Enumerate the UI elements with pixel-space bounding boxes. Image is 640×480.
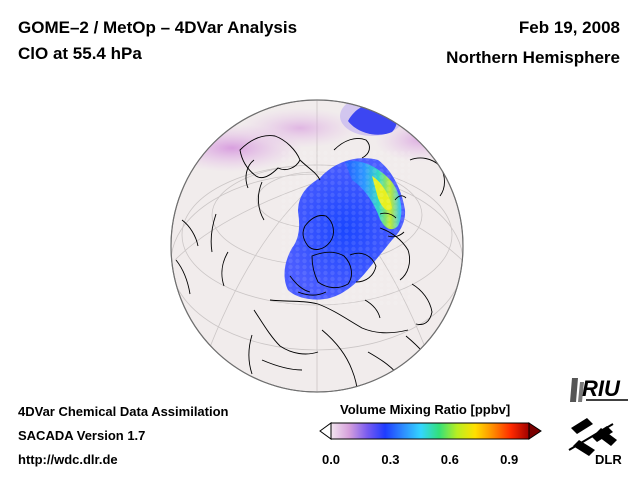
colorbar-title: Volume Mixing Ratio [ppbv] bbox=[340, 402, 511, 417]
colorbar-tick-label: 0.3 bbox=[381, 452, 400, 467]
footer-line-version: SACADA Version 1.7 bbox=[18, 428, 146, 443]
riu-logo: RIU bbox=[570, 376, 628, 402]
coastlines bbox=[175, 135, 445, 392]
svg-text:DLR: DLR bbox=[595, 452, 622, 466]
colorbar-tick-label: 0.0 bbox=[321, 452, 341, 467]
colorbar-high-arrow bbox=[528, 422, 542, 440]
map-region: Northern Hemisphere bbox=[446, 48, 620, 67]
footer-line-assimilation: 4DVar Chemical Data Assimilation bbox=[18, 404, 229, 419]
colorbar-low-arrow bbox=[319, 422, 332, 440]
map-date: Feb 19, 2008 bbox=[518, 18, 620, 37]
svg-text:RIU: RIU bbox=[582, 376, 621, 401]
dlr-logo: DLR bbox=[568, 418, 622, 466]
map-title: GOME–2 / MetOp – 4DVar Analysis bbox=[18, 18, 298, 37]
colorbar-tick-label: 0.6 bbox=[440, 452, 459, 467]
colorbar-tick-label: 0.9 bbox=[500, 452, 519, 467]
footer-link-url[interactable]: http://wdc.dlr.de bbox=[18, 452, 118, 467]
colorbar-gradient bbox=[330, 422, 530, 440]
map-subtitle: ClO at 55.4 hPa bbox=[18, 44, 142, 63]
globe-outline bbox=[170, 99, 464, 393]
